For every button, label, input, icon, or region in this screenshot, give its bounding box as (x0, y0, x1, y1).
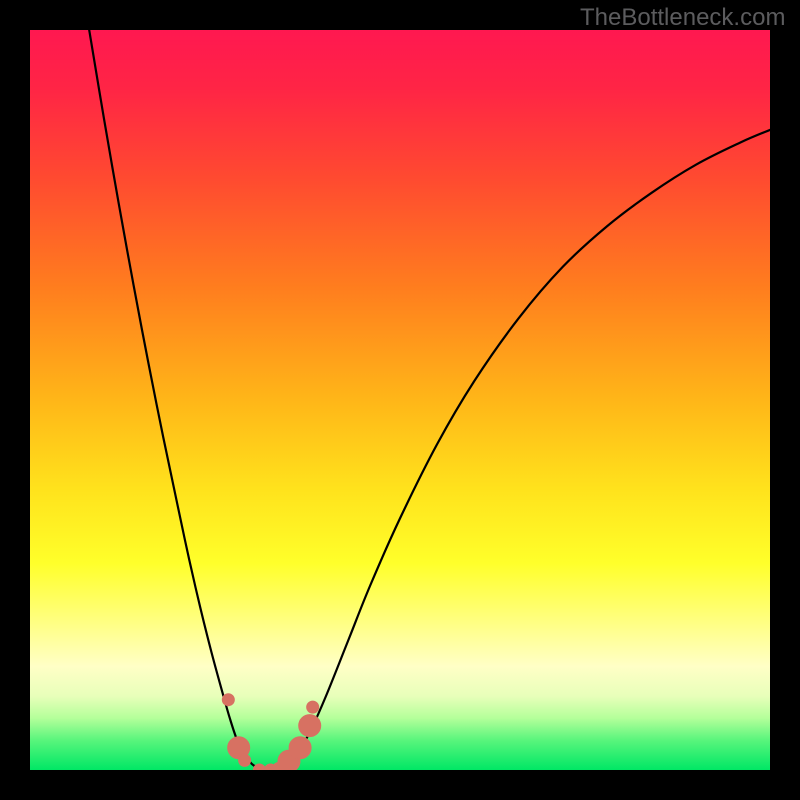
gradient-background (30, 30, 770, 770)
data-marker (239, 754, 251, 766)
chart-svg (30, 30, 770, 770)
data-marker (222, 694, 234, 706)
data-marker (289, 737, 311, 759)
data-marker (307, 701, 319, 713)
plot-area (30, 30, 770, 770)
data-marker (299, 715, 321, 737)
watermark-text: TheBottleneck.com (580, 4, 785, 32)
